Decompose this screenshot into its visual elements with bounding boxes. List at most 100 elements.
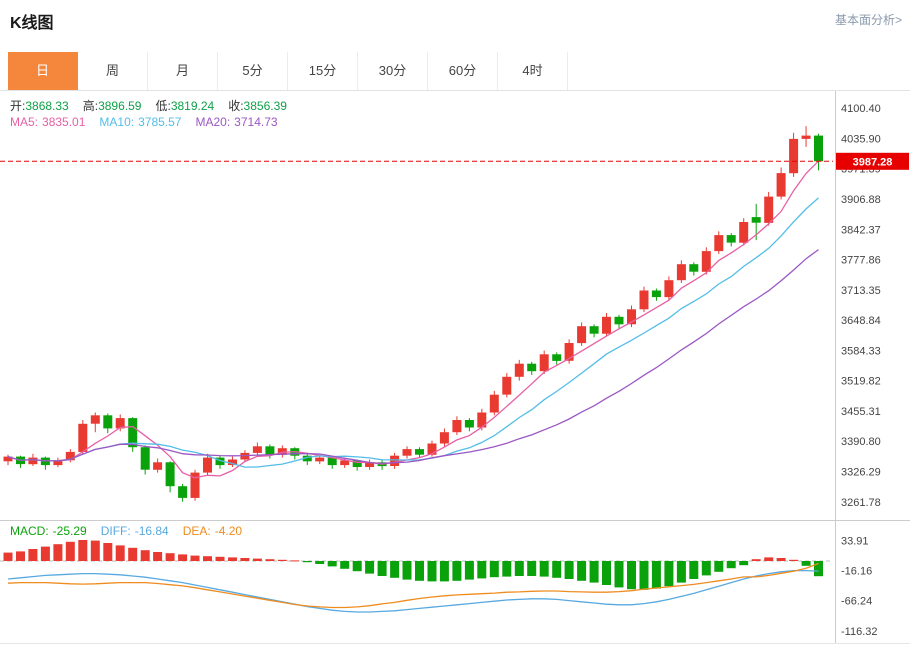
chart-area: 4100.404035.903971.393906.883842.373777.… [0,91,910,652]
main-axis-label: 3326.29 [841,467,881,479]
candle-body [53,460,63,466]
candle-body [252,446,262,453]
macd-hist-bar [40,546,50,561]
macd-hist-bar [16,551,25,561]
tab-30min[interactable]: 30分 [358,52,428,90]
candle-body [676,264,686,281]
candle-body [577,326,587,344]
main-axis-label: 3842.37 [841,224,881,236]
macd-hist-bar [128,547,138,561]
candle-body [589,326,599,334]
candle-body [739,222,749,243]
main-axis-label: 3261.78 [841,497,881,509]
macd-hist-bar [103,543,113,561]
tab-week[interactable]: 周 [78,52,148,90]
main-axis-label: 3390.80 [841,436,881,448]
candle-body [464,420,474,428]
header: K线图 基本面分析> [0,0,910,52]
candle-body [65,451,75,461]
tab-day[interactable]: 日 [8,52,78,90]
dea-line [7,562,819,609]
macd-hist-bar [801,561,811,566]
macd-hist-bar [3,552,13,561]
macd-hist-bar [614,561,624,588]
main-axis-label: 3713.35 [841,285,881,297]
ma20-line [7,249,819,465]
candle-body [814,135,823,162]
tab-5min[interactable]: 5分 [218,52,288,90]
macd-hist-bar [552,561,562,578]
candle-body [265,446,275,455]
candle-body [602,316,611,334]
macd-hist-bar [28,549,38,561]
macd-hist-bar [290,560,300,562]
candle-body [28,457,38,465]
tab-month[interactable]: 月 [148,52,218,90]
tab-60min[interactable]: 60分 [428,52,498,90]
kline-chart-canvas[interactable]: 4100.404035.903971.393906.883842.373777.… [0,91,910,652]
macd-hist-bar [315,561,325,564]
macd-hist-bar [489,561,499,578]
candle-body [664,280,674,298]
candle-body [390,455,400,466]
macd-hist-bar [514,561,524,576]
macd-axis-label: -66.24 [841,596,872,608]
macd-hist-bar [240,558,250,561]
ma5-line [7,160,819,479]
ma10-line [7,197,819,468]
tab-15min[interactable]: 15分 [288,52,358,90]
main-axis-label: 3519.82 [841,376,881,388]
candle-body [103,415,113,429]
candle-body [327,457,337,466]
main-axis-label: 4100.40 [841,103,881,115]
fundamental-analysis-link[interactable]: 基本面分析> [834,13,902,27]
macd-hist-bar [539,561,549,577]
candle-body [302,455,312,462]
candle-body [552,354,562,361]
candle-body [627,309,636,325]
candle-body [402,449,412,456]
candle-body [477,412,487,428]
macd-hist-bar [340,561,350,569]
macd-hist-bar [602,561,611,585]
macd-hist-bar [265,559,275,561]
candle-body [203,457,212,473]
macd-hist-bar [140,550,150,561]
macd-hist-bar [714,561,724,572]
candle-body [801,135,811,139]
macd-hist-bar [439,561,449,582]
candle-body [215,457,225,466]
macd-hist-bar [701,561,711,576]
macd-hist-bar [390,561,400,578]
macd-hist-bar [228,557,237,561]
candle-body [190,472,200,498]
candle-body [502,376,512,395]
macd-hist-bar [689,561,699,579]
macd-hist-bar [751,559,761,561]
candle-body [352,460,362,467]
macd-hist-bar [627,561,636,590]
candle-body [564,343,574,361]
candle-body [115,418,125,429]
macd-hist-bar [365,561,375,574]
macd-axis-label: -116.32 [841,626,878,638]
macd-hist-bar [153,552,163,561]
macd-hist-bar [427,561,437,582]
macd-hist-bar [65,541,75,561]
candle-body [3,456,13,462]
candle-body [153,462,163,470]
macd-hist-bar [527,561,537,576]
candle-body [315,457,325,462]
macd-hist-bar [664,561,674,587]
tab-4hour[interactable]: 4时 [498,52,568,90]
macd-hist-bar [252,558,262,561]
macd-hist-bar [676,561,686,583]
candle-body [178,486,188,498]
candle-body [340,460,350,466]
macd-hist-bar [178,554,188,561]
macd-hist-bar [190,555,200,561]
candle-body [90,415,100,424]
candle-body [452,420,462,433]
timeframe-tabbar: 日周月 5分 15分 30分 60分 4时 [0,52,910,91]
macd-hist-bar [764,557,774,561]
